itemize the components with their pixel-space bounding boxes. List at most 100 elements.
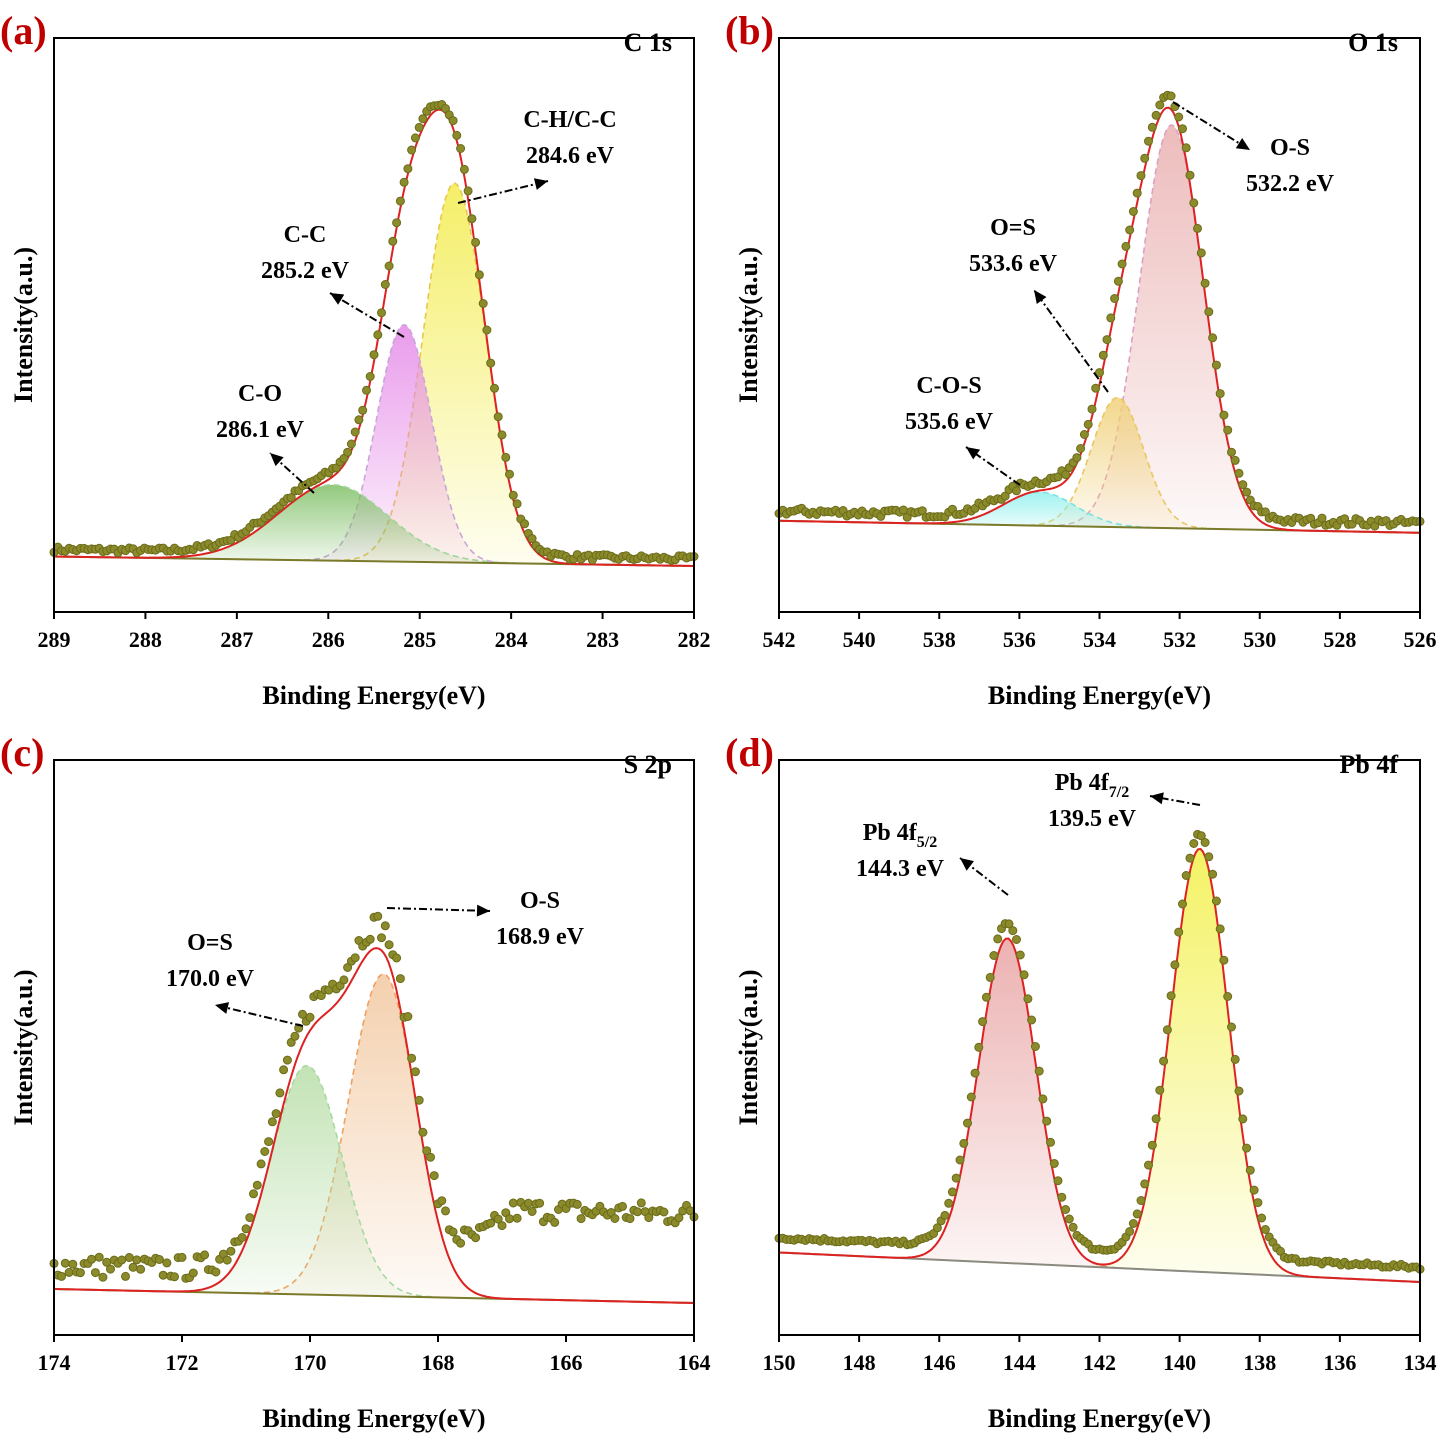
data-point — [1125, 225, 1135, 235]
data-point — [350, 427, 360, 437]
component-fill-1-2 — [779, 492, 1420, 533]
panel-2: 174 172 170 168 166 164 Binding Energy(eV) Inte… — [0, 730, 711, 1433]
peak-name-label: C-H/C-C — [523, 107, 616, 133]
data-point — [346, 439, 356, 449]
data-point — [1079, 430, 1089, 439]
data-point — [1057, 1192, 1067, 1202]
data-point — [170, 1272, 179, 1282]
data-point — [1147, 1140, 1157, 1150]
envelope-fit-0 — [53, 108, 694, 567]
data-point — [403, 1012, 413, 1021]
data-point — [418, 114, 428, 124]
data-point — [350, 953, 360, 963]
data-point — [966, 1092, 976, 1102]
data-point — [241, 1224, 251, 1234]
data-point — [1185, 170, 1195, 180]
data-point — [249, 1189, 258, 1199]
data-point — [90, 1268, 100, 1278]
data-point — [162, 1258, 172, 1268]
annotation-arrowhead — [215, 1002, 230, 1014]
data-point — [1242, 487, 1252, 497]
x-tick-label: 150 — [763, 1350, 796, 1375]
data-point — [1227, 1022, 1236, 1032]
data-point — [1038, 1094, 1048, 1104]
data-point — [403, 164, 413, 174]
x-tick-label: 168 — [422, 1350, 455, 1375]
data-point — [474, 270, 484, 280]
data-point — [572, 1199, 582, 1209]
data-point — [121, 1271, 130, 1281]
peak-energy-label: 144.3 eV — [856, 856, 945, 882]
data-point — [395, 974, 405, 984]
data-point — [98, 1272, 108, 1282]
data-point — [456, 144, 466, 153]
data-point — [1061, 1205, 1071, 1214]
data-point — [1181, 871, 1191, 880]
data-point — [951, 1173, 961, 1183]
data-point — [974, 1042, 984, 1052]
x-tick-label: 526 — [1404, 627, 1437, 652]
data-point — [68, 1259, 78, 1269]
data-point — [377, 933, 386, 943]
x-tick-label: 174 — [38, 1350, 71, 1375]
data-point — [1249, 1185, 1259, 1195]
peak-energy-label: 535.6 eV — [905, 409, 994, 435]
data-point — [993, 934, 1003, 944]
annotation-arrow-line — [386, 907, 491, 912]
data-point — [1132, 1209, 1142, 1219]
data-point — [441, 1206, 450, 1216]
data-point — [459, 164, 469, 174]
data-point — [1023, 994, 1033, 1004]
data-point — [392, 218, 402, 228]
y-axis-label: Intensity(a.u.) — [734, 969, 763, 1125]
data-point — [245, 1213, 255, 1223]
panel-letter: (b) — [725, 8, 774, 53]
data-point — [177, 1252, 187, 1262]
peak-energy-label: 284.6 eV — [526, 143, 615, 169]
peak-energy-label: 533.6 eV — [969, 251, 1058, 277]
data-point — [944, 1198, 954, 1208]
data-point — [373, 911, 383, 921]
data-point — [1185, 853, 1195, 863]
annotation-arrowhead — [1235, 138, 1250, 150]
data-point — [264, 1137, 274, 1147]
data-point — [200, 1250, 210, 1260]
x-tick-label: 285 — [403, 627, 436, 652]
annotation-arrowhead — [1150, 792, 1164, 805]
peak-energy-label: 532.2 eV — [1246, 171, 1335, 197]
data-point — [940, 1210, 950, 1220]
envelope-fit-2 — [54, 947, 695, 1304]
data-point — [1196, 831, 1206, 841]
peak-energy-label: 168.9 eV — [496, 924, 585, 950]
data-point — [520, 519, 530, 529]
peak-name-label: C-C — [284, 222, 327, 248]
peak-energy-label: 170.0 eV — [166, 966, 255, 992]
data-point — [1110, 294, 1120, 303]
data-point — [1208, 869, 1218, 879]
data-point — [1253, 1198, 1263, 1208]
data-point — [414, 122, 424, 132]
data-point — [395, 196, 405, 206]
data-point — [1166, 91, 1176, 101]
data-point — [222, 1255, 232, 1265]
data-point — [1117, 259, 1127, 269]
data-point — [1219, 410, 1229, 420]
data-point — [1178, 124, 1187, 134]
data-point — [486, 1218, 496, 1228]
data-point — [947, 1187, 957, 1197]
data-point — [1189, 839, 1199, 848]
data-point — [1147, 122, 1157, 132]
data-point — [1151, 110, 1161, 120]
x-axis-label: Binding Energy(eV) — [262, 681, 485, 710]
data-point — [1200, 278, 1210, 288]
envelope-fit-3 — [778, 847, 1421, 1283]
data-point — [644, 1213, 654, 1223]
data-point — [989, 951, 999, 960]
y-axis-label: Intensity(a.u.) — [9, 969, 38, 1125]
data-point — [1046, 1137, 1055, 1147]
peak-energy-label: 285.2 eV — [261, 258, 350, 284]
data-point — [1095, 368, 1104, 378]
data-point — [1204, 852, 1214, 862]
component-fill-0-2 — [54, 484, 694, 566]
data-point — [1000, 491, 1010, 501]
